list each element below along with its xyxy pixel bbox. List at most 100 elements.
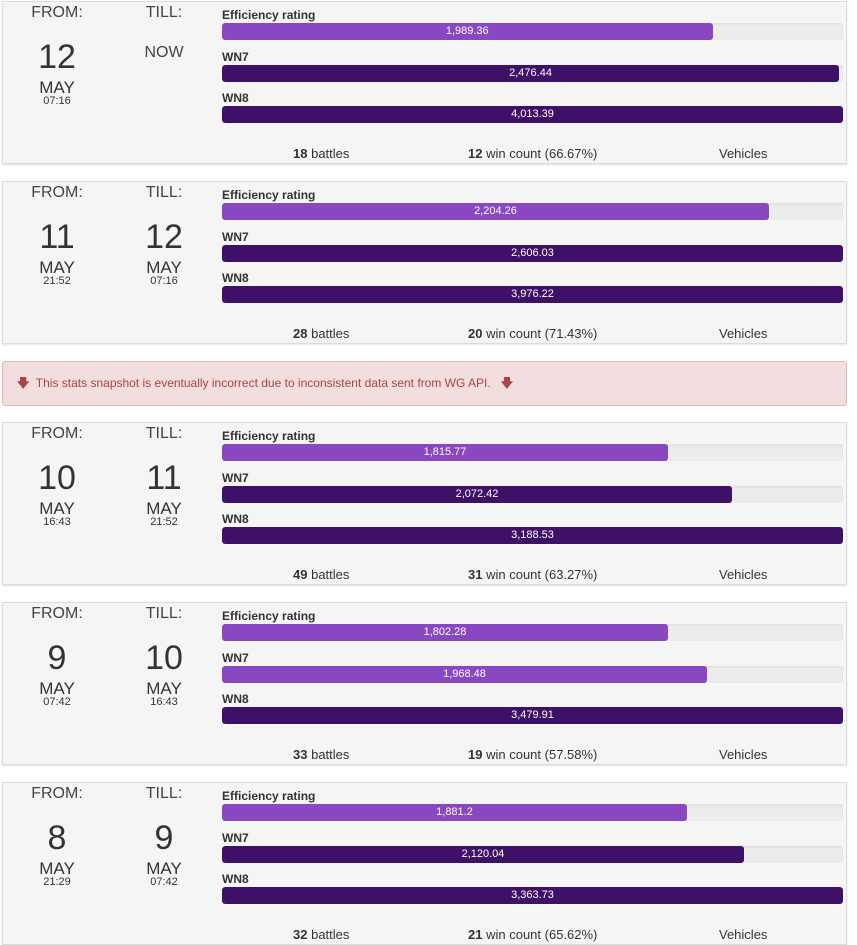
- arrow-down-icon: 🡇: [17, 376, 30, 390]
- from-day: 9: [47, 639, 67, 677]
- metric-bar-fill: 2,476.44: [222, 65, 840, 82]
- metric-name: Efficiency rating: [222, 188, 316, 202]
- metric-bar-track: 1,802.28: [222, 624, 843, 641]
- metric-bar-track: 3,363.73: [222, 887, 843, 904]
- from-time: 21:52: [43, 275, 71, 287]
- warning-text: This stats snapshot is eventually incorr…: [35, 376, 491, 390]
- metric-bar-fill: 3,976.22: [222, 286, 843, 303]
- snapshot-card: FROM: 8 MAY 21:29 TILL: 9 MAY 07:42 Effi…: [2, 782, 847, 945]
- win-count: 20 win count (71.43%): [468, 326, 598, 341]
- metric-name: Efficiency rating: [222, 8, 316, 22]
- metric-bar-fill: 3,363.73: [222, 887, 843, 904]
- vehicles-link[interactable]: Vehicles: [719, 747, 768, 762]
- metric-name: WN7: [222, 471, 249, 485]
- metric-name: WN7: [222, 651, 249, 665]
- battles-count: 32 battles: [293, 927, 350, 942]
- metric-bar-track: 3,976.22: [222, 286, 843, 303]
- metric-bar-track: 2,606.03: [222, 245, 843, 262]
- metric-bar-track: 4,013.39: [222, 106, 843, 123]
- from-time: 07:16: [43, 95, 71, 107]
- from-day: 11: [39, 218, 75, 256]
- from-label: FROM:: [31, 425, 83, 442]
- from-day: 12: [38, 38, 76, 76]
- from-day: 8: [47, 819, 67, 857]
- metric-bar-track: 2,072.42: [222, 486, 843, 503]
- vehicles-link[interactable]: Vehicles: [719, 567, 768, 582]
- warning-alert: 🡇 This stats snapshot is eventually inco…: [2, 361, 847, 406]
- till-now: NOW: [144, 44, 184, 61]
- battles-count: 49 battles: [293, 567, 350, 582]
- till-label: TILL:: [145, 605, 183, 622]
- win-count: 19 win count (57.58%): [468, 747, 598, 762]
- from-time: 16:43: [43, 516, 71, 528]
- snapshot-card: FROM: 12 MAY 07:16 TILL: NOW Efficiency …: [2, 1, 847, 164]
- metric-bar-fill: 1,881.2: [222, 804, 687, 821]
- till-time: 16:43: [150, 696, 178, 708]
- from-day: 10: [38, 459, 76, 497]
- till-label: TILL:: [145, 785, 183, 802]
- win-count: 31 win count (63.27%): [468, 567, 598, 582]
- battles-count: 28 battles: [293, 326, 350, 341]
- from-label: FROM:: [31, 4, 83, 21]
- till-day: 12: [145, 218, 183, 256]
- till-time: 07:16: [150, 275, 178, 287]
- vehicles-link[interactable]: Vehicles: [719, 326, 768, 341]
- from-time: 21:29: [43, 876, 71, 888]
- till-month: MAY: [146, 679, 182, 698]
- till-day: 10: [145, 639, 183, 677]
- metric-bar-track: 1,968.48: [222, 666, 843, 683]
- metric-name: WN8: [222, 692, 249, 706]
- arrow-down-icon: 🡇: [500, 376, 514, 390]
- from-month: MAY: [39, 499, 75, 518]
- from-label: FROM:: [31, 605, 83, 622]
- till-day: 9: [154, 819, 174, 857]
- metric-bar-fill: 2,606.03: [222, 245, 843, 262]
- till-label: TILL:: [145, 184, 183, 201]
- metric-name: WN8: [222, 872, 249, 886]
- metric-bar-fill: 3,479.91: [222, 707, 843, 724]
- snapshot-card: FROM: 10 MAY 16:43 TILL: 11 MAY 21:52 Ef…: [2, 422, 847, 585]
- metric-bar-fill: 1,989.36: [222, 23, 713, 40]
- metric-bar-track: 1,815.77: [222, 444, 843, 461]
- till-month: MAY: [146, 258, 182, 277]
- metric-bar-fill: 1,968.48: [222, 666, 707, 683]
- till-time: 07:42: [150, 876, 178, 888]
- from-month: MAY: [39, 859, 75, 878]
- from-label: FROM:: [31, 184, 83, 201]
- metric-bar-track: 2,204.26: [222, 203, 843, 220]
- snapshot-card: FROM: 11 MAY 21:52 TILL: 12 MAY 07:16 Ef…: [2, 181, 847, 344]
- from-time: 07:42: [43, 696, 71, 708]
- metric-name: WN7: [222, 50, 249, 64]
- from-month: MAY: [39, 258, 75, 277]
- metric-bar-track: 1,881.2: [222, 804, 843, 821]
- metric-name: Efficiency rating: [222, 429, 316, 443]
- battles-count: 33 battles: [293, 747, 350, 762]
- metric-name: WN8: [222, 271, 249, 285]
- metric-bar-fill: 2,120.04: [222, 846, 744, 863]
- metric-bar-fill: 2,072.42: [222, 486, 733, 503]
- metric-bar-fill: 3,188.53: [222, 527, 843, 544]
- metric-bar-track: 3,188.53: [222, 527, 843, 544]
- metric-bar-track: 1,989.36: [222, 23, 843, 40]
- till-label: TILL:: [145, 4, 183, 21]
- from-month: MAY: [39, 679, 75, 698]
- metric-bar-track: 3,479.91: [222, 707, 843, 724]
- metric-name: WN8: [222, 512, 249, 526]
- from-label: FROM:: [31, 785, 83, 802]
- till-day: 11: [146, 459, 182, 497]
- vehicles-link[interactable]: Vehicles: [719, 146, 768, 161]
- metric-bar-fill: 1,802.28: [222, 624, 668, 641]
- metric-bar-track: 2,120.04: [222, 846, 843, 863]
- battles-count: 18 battles: [293, 146, 350, 161]
- metric-bar-fill: 1,815.77: [222, 444, 668, 461]
- till-label: TILL:: [145, 425, 183, 442]
- till-month: MAY: [146, 859, 182, 878]
- metric-name: WN7: [222, 831, 249, 845]
- till-time: 21:52: [150, 516, 178, 528]
- metric-bar-track: 2,476.44: [222, 65, 843, 82]
- metric-name: Efficiency rating: [222, 609, 316, 623]
- snapshot-card: FROM: 9 MAY 07:42 TILL: 10 MAY 16:43 Eff…: [2, 602, 847, 765]
- vehicles-link[interactable]: Vehicles: [719, 927, 768, 942]
- till-month: MAY: [146, 499, 182, 518]
- win-count: 12 win count (66.67%): [468, 146, 598, 161]
